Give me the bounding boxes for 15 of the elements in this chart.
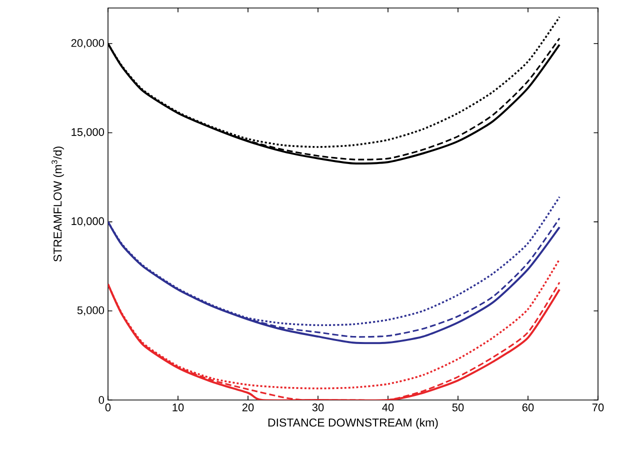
x-tick-label: 40 — [382, 404, 394, 412]
x-tick-label: 70 — [592, 404, 604, 412]
y-tick-label: 0 — [98, 396, 104, 404]
x-tick-label: 0 — [105, 404, 111, 412]
x-axis-title: DISTANCE DOWNSTREAM (km) — [268, 418, 438, 429]
x-tick-label: 50 — [452, 404, 464, 412]
y-axis-title: STREAMFLOW (m$^{3}$/d) — [52, 146, 64, 262]
x-tick-label: 10 — [172, 404, 184, 412]
x-tick-label: 20 — [242, 404, 254, 412]
y-tick-label: 10,000 — [72, 217, 104, 226]
x-tick-label: 30 — [312, 404, 324, 412]
y-tick-label: 5,000 — [77, 306, 104, 316]
x-tick-label: 60 — [522, 404, 534, 412]
y-tick-label: 15,000 — [72, 128, 104, 138]
y-tick-label: 20,000 — [71, 39, 104, 48]
